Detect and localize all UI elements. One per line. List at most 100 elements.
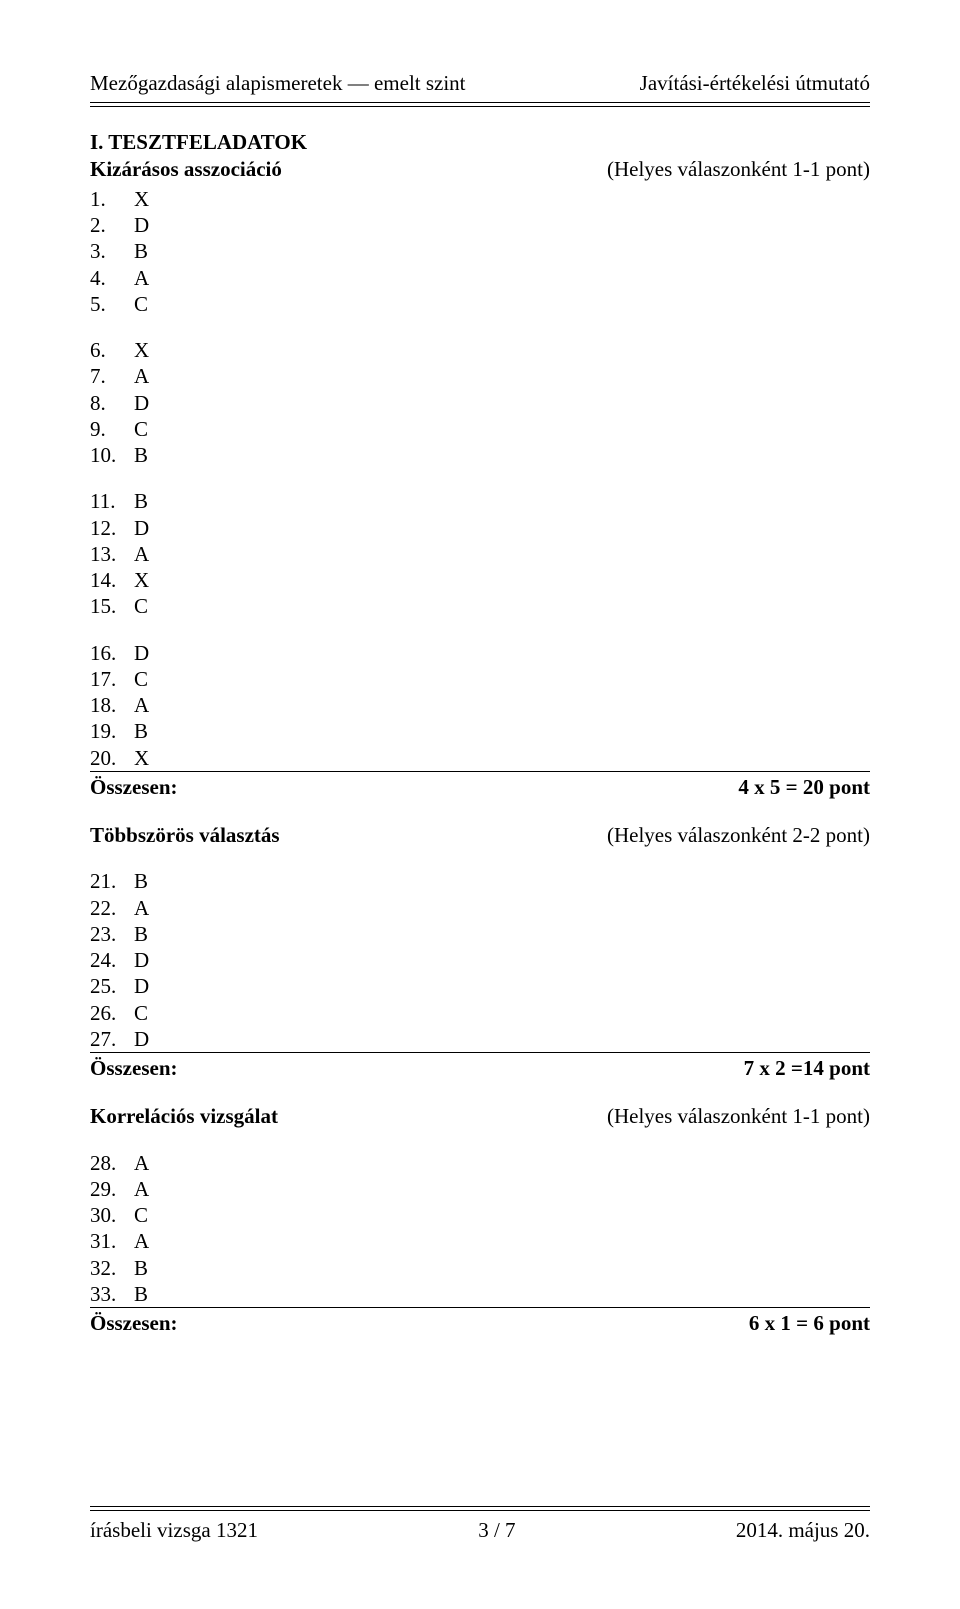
header-rule-1 (90, 102, 870, 103)
answer-row: 31.A (90, 1228, 870, 1254)
answer-letter: B (134, 1255, 148, 1281)
answer-row: 26.C (90, 1000, 870, 1026)
answer-row: 27.D (90, 1026, 870, 1052)
footer-row: írásbeli vizsga 1321 3 / 7 2014. május 2… (90, 1517, 870, 1543)
section-1-title: I. TESZTFELADATOK (90, 129, 870, 155)
answer-number: 12. (90, 515, 134, 541)
section-1: I. TESZTFELADATOK Kizárásos asszociáció … (90, 129, 870, 182)
section-1-subtitle-row: Kizárásos asszociáció (Helyes válaszonké… (90, 156, 870, 182)
section-1-total: Összesen: 4 x 5 = 20 pont (90, 774, 870, 800)
answer-number: 3. (90, 238, 134, 264)
section-3-points-note: (Helyes válaszonként 1-1 pont) (607, 1103, 870, 1129)
answer-letter: A (134, 363, 149, 389)
answer-number: 14. (90, 567, 134, 593)
answer-letter: B (134, 718, 148, 744)
answer-letter: X (134, 186, 149, 212)
answer-number: 22. (90, 895, 134, 921)
answer-number: 11. (90, 488, 134, 514)
answer-number: 21. (90, 868, 134, 894)
section-1-subtitle: Kizárásos asszociáció (90, 156, 282, 182)
footer-center: 3 / 7 (478, 1517, 515, 1543)
answer-letter: B (134, 442, 148, 468)
answer-number: 1. (90, 186, 134, 212)
answer-letter: C (134, 1000, 148, 1026)
answer-number: 26. (90, 1000, 134, 1026)
section-3-total: Összesen: 6 x 1 = 6 pont (90, 1310, 870, 1336)
answer-letter: D (134, 973, 149, 999)
answer-letter: A (134, 895, 149, 921)
section-3-total-rule (90, 1307, 870, 1308)
section-2-title: Többszörös választás (90, 822, 280, 848)
section-2-points-note: (Helyes válaszonként 2-2 pont) (607, 822, 870, 848)
answer-group: 16.D 17.C 18.A 19.B 20.X (90, 640, 870, 771)
section-3-header: Korrelációs vizsgálat (Helyes válaszonké… (90, 1103, 870, 1129)
answer-row: 21.B (90, 868, 870, 894)
section-1-answers: 1.X 2.D 3.B 4.A 5.C 6.X 7.A 8.D 9.C 10.B… (90, 186, 870, 771)
answer-number: 30. (90, 1202, 134, 1228)
answer-group: 1.X 2.D 3.B 4.A 5.C (90, 186, 870, 317)
section-1-total-rule (90, 771, 870, 772)
answer-letter: B (134, 488, 148, 514)
answer-letter: C (134, 593, 148, 619)
answer-number: 18. (90, 692, 134, 718)
answer-row: 23.B (90, 921, 870, 947)
answer-row: 5.C (90, 291, 870, 317)
answer-number: 7. (90, 363, 134, 389)
answer-row: 25.D (90, 973, 870, 999)
answer-letter: D (134, 640, 149, 666)
answer-letter: D (134, 212, 149, 238)
answer-number: 24. (90, 947, 134, 973)
answer-group: 11.B 12.D 13.A 14.X 15.C (90, 488, 870, 619)
answer-number: 13. (90, 541, 134, 567)
answer-row: 4.A (90, 265, 870, 291)
section-2-header: Többszörös választás (Helyes válaszonkén… (90, 822, 870, 848)
answer-number: 9. (90, 416, 134, 442)
answer-row: 8.D (90, 390, 870, 416)
answer-row: 15.C (90, 593, 870, 619)
answer-row: 17.C (90, 666, 870, 692)
section-2-answers: 21.B 22.A 23.B 24.D 25.D 26.C 27.D (90, 868, 870, 1052)
section-2-total: Összesen: 7 x 2 =14 pont (90, 1055, 870, 1081)
answer-letter: D (134, 390, 149, 416)
answer-row: 18.A (90, 692, 870, 718)
answer-number: 4. (90, 265, 134, 291)
answer-row: 2.D (90, 212, 870, 238)
answer-letter: D (134, 1026, 149, 1052)
answer-row: 24.D (90, 947, 870, 973)
total-value: 7 x 2 =14 pont (744, 1055, 870, 1081)
answer-letter: A (134, 265, 149, 291)
answer-number: 10. (90, 442, 134, 468)
answer-number: 19. (90, 718, 134, 744)
page-footer: írásbeli vizsga 1321 3 / 7 2014. május 2… (90, 1506, 870, 1543)
answer-letter: X (134, 337, 149, 363)
header-rule-2 (90, 106, 870, 107)
total-value: 4 x 5 = 20 pont (738, 774, 870, 800)
answer-number: 33. (90, 1281, 134, 1307)
answer-letter: D (134, 515, 149, 541)
answer-row: 1.X (90, 186, 870, 212)
answer-letter: A (134, 541, 149, 567)
answer-number: 31. (90, 1228, 134, 1254)
answer-number: 16. (90, 640, 134, 666)
section-2-total-rule (90, 1052, 870, 1053)
answer-letter: C (134, 1202, 148, 1228)
footer-rule-2 (90, 1510, 870, 1511)
answer-number: 2. (90, 212, 134, 238)
answer-row: 6.X (90, 337, 870, 363)
answer-row: 28.A (90, 1150, 870, 1176)
answer-row: 11.B (90, 488, 870, 514)
answer-number: 27. (90, 1026, 134, 1052)
answer-row: 16.D (90, 640, 870, 666)
answer-letter: C (134, 416, 148, 442)
answer-letter: A (134, 1150, 149, 1176)
answer-number: 5. (90, 291, 134, 317)
answer-letter: A (134, 692, 149, 718)
answer-letter: B (134, 868, 148, 894)
answer-letter: C (134, 666, 148, 692)
answer-row: 33.B (90, 1281, 870, 1307)
answer-row: 29.A (90, 1176, 870, 1202)
answer-number: 23. (90, 921, 134, 947)
header-left: Mezőgazdasági alapismeretek — emelt szin… (90, 70, 466, 96)
answer-row: 14.X (90, 567, 870, 593)
answer-letter: B (134, 921, 148, 947)
